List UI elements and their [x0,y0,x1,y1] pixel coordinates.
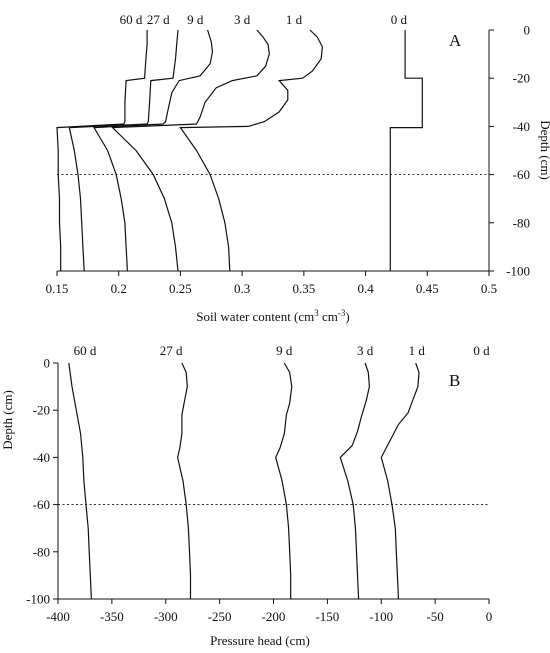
x-tick-label: 0.2 [111,281,127,296]
series-label-60-d: 60 d [74,343,97,358]
x-tick-label: -100 [369,609,393,624]
y-tick-label: -20 [513,71,530,86]
series-label-0-d: 0 d [473,343,490,358]
y-tick-label: -60 [33,497,50,512]
x-tick-label: -250 [208,609,232,624]
x-tick-label: -300 [154,609,178,624]
series-label-3-d: 3 d [357,343,374,358]
series-label-27-d: 27 d [160,343,183,358]
series-label-0-d: 0 d [391,12,408,27]
x-axis-label: Pressure head (cm) [210,633,310,648]
series-line-27-d [176,362,192,599]
series-label-27-d: 27 d [147,12,170,27]
panel-b-pressure-head: -400 -350 -300 -250 -200 -150 -100 -50 0 0 -20 -40 -… [0,343,492,648]
y-tick-label: -60 [513,167,530,182]
panel-a-soil-water-content: 0.15 0.2 0.25 0.3 0.35 0.4 0.45 0.5 0 -20 -40 -60 -8… [46,12,550,324]
series-line-27-d [68,29,179,272]
y-axis-label: Depth (cm) [538,120,550,180]
x-tick-label: 0 [486,609,493,624]
y-tick-label: -80 [513,215,530,230]
series-line-60-d [56,30,148,271]
x-tick-label: 0.3 [234,281,250,296]
series-label-1-d: 1 d [286,12,303,27]
y-tick-label: -40 [33,450,50,465]
y-tick-label: -20 [33,403,50,418]
x-axis-label: Soil water content (cm3 cm-3) [196,308,350,324]
x-tick-label: 0.4 [357,281,374,296]
y-tick-label: 0 [44,356,51,371]
x-tick-label: -50 [426,609,443,624]
series-label-9-d: 9 d [276,343,293,358]
series-line-1-d [380,362,420,600]
x-axis-label-part: 3 [314,308,319,318]
series-label-9-d: 9 d [187,12,204,27]
x-tick-label: 0.35 [292,281,315,296]
panel-label: A [449,31,462,50]
x-tick-label: -400 [46,609,70,624]
y-tick-label: -100 [26,592,50,607]
series-label-60-d: 60 d [120,12,143,27]
series-line-9-d [92,29,214,272]
x-tick-label: -350 [100,609,124,624]
x-tick-label: 0.45 [416,281,439,296]
series-line-60-d [68,362,92,600]
series-line-9-d [275,362,293,599]
x-tick-label: 0.5 [481,281,497,296]
x-tick-label: -200 [262,609,286,624]
y-tick-label: -100 [506,264,530,279]
series-label-1-d: 1 d [409,343,426,358]
x-tick-label: 0.25 [169,281,192,296]
series-line-3-d [111,29,270,272]
series-line-0-d [389,30,423,271]
x-axis-label-part: -3 [338,308,346,318]
y-tick-label: -80 [33,544,50,559]
series-label-3-d: 3 d [234,12,251,27]
x-tick-label: -150 [315,609,339,624]
y-tick-label: 0 [524,23,531,38]
y-axis-label: Depth (cm) [0,390,15,450]
x-axis-label-part: ) [345,309,349,324]
x-axis-label-part: Soil water content (cm [196,309,314,324]
panel-label: B [449,371,460,390]
x-axis-label-part: cm [319,309,338,324]
series-line-3-d [339,362,371,600]
x-tick-label: 0.15 [46,281,69,296]
series-line-1-d [179,29,324,272]
y-tick-label: -40 [513,119,530,134]
